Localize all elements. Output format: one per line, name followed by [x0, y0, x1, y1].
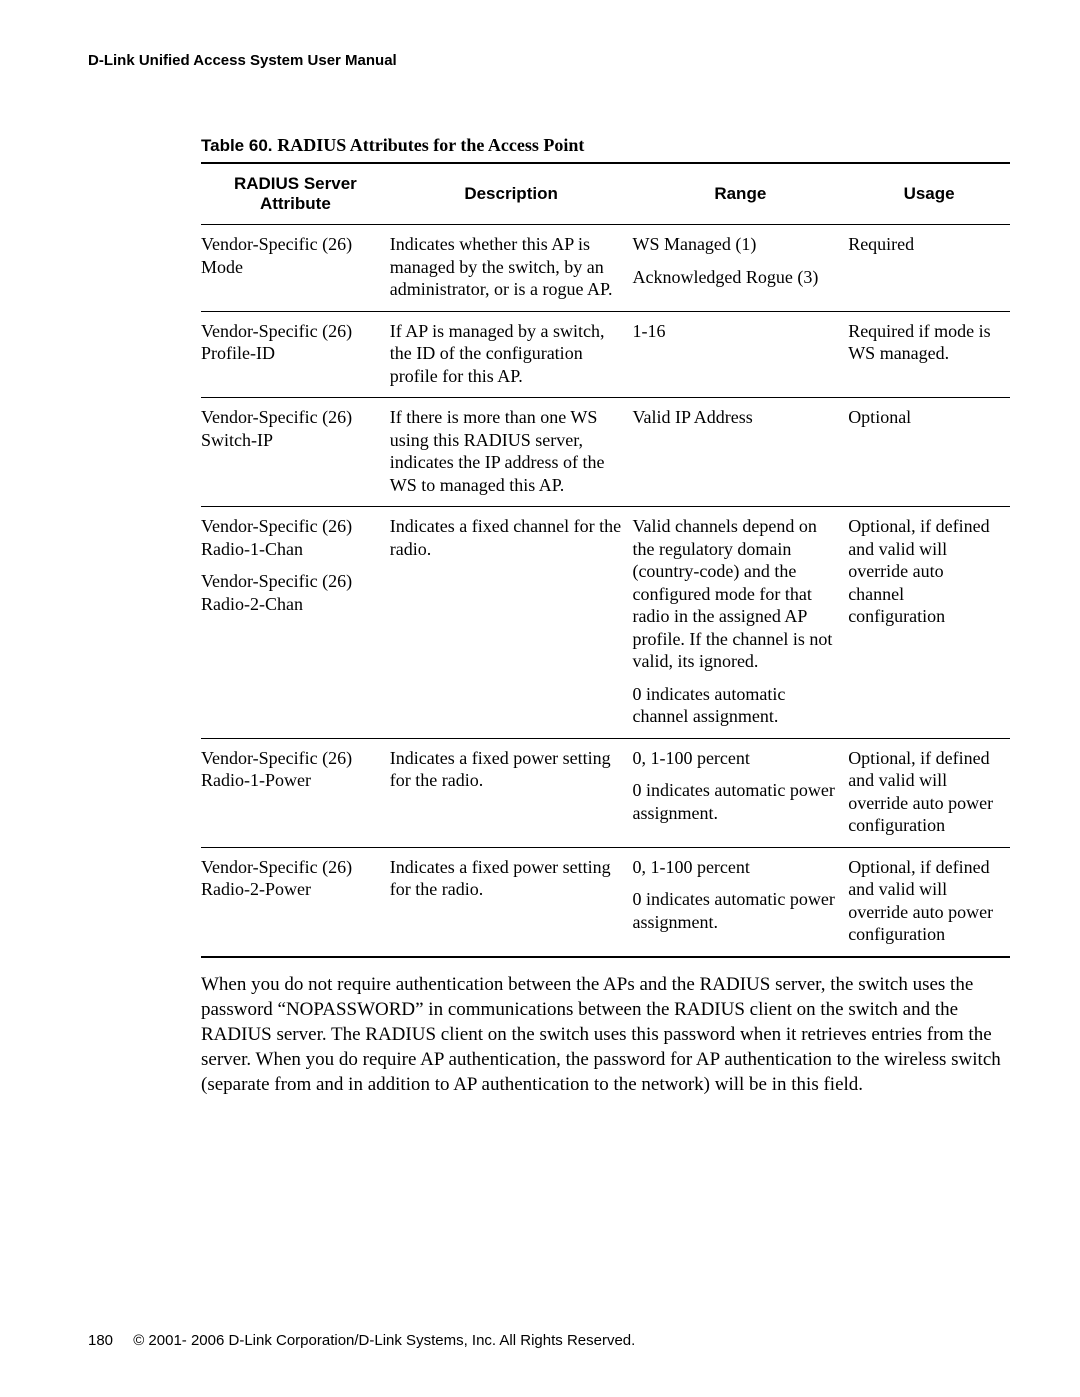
- copyright-text: © 2001- 2006 D-Link Corporation/D-Link S…: [133, 1332, 635, 1349]
- cell-range: Valid channels depend on the regulatory …: [632, 507, 848, 739]
- cell-range-b: 0 indicates automatic channel assignment…: [632, 683, 838, 728]
- cell-range-b: 0 indicates automatic power assignment.: [632, 888, 838, 933]
- cell-usage: Optional, if defined and valid will over…: [848, 738, 1010, 847]
- caption-lead: Table 60.: [201, 136, 273, 155]
- cell-attr: Vendor-Specific (26) Mode: [201, 225, 390, 312]
- col-usage: Usage: [848, 163, 1010, 225]
- radius-table: RADIUS Server Attribute Description Rang…: [201, 162, 1010, 958]
- cell-attr: Vendor-Specific (26) Profile-ID: [201, 311, 390, 398]
- cell-attr: Vendor-Specific (26) Radio-1-Power: [201, 738, 390, 847]
- table-header-row: RADIUS Server Attribute Description Rang…: [201, 163, 1010, 225]
- cell-range: WS Managed (1) Acknowledged Rogue (3): [632, 225, 848, 312]
- table-row: Vendor-Specific (26) Switch-IP If there …: [201, 398, 1010, 507]
- table-row: Vendor-Specific (26) Mode Indicates whet…: [201, 225, 1010, 312]
- col-attribute: RADIUS Server Attribute: [201, 163, 390, 225]
- cell-desc: Indicates a fixed channel for the radio.: [390, 507, 633, 739]
- cell-usage: Optional, if defined and valid will over…: [848, 507, 1010, 739]
- cell-usage: Optional: [848, 398, 1010, 507]
- cell-range-a: Valid channels depend on the regulatory …: [632, 515, 838, 673]
- cell-desc: Indicates a fixed power setting for the …: [390, 847, 633, 957]
- cell-usage: Required if mode is WS managed.: [848, 311, 1010, 398]
- col-description: Description: [390, 163, 633, 225]
- running-header: D-Link Unified Access System User Manual: [88, 52, 1010, 69]
- cell-range-b: Acknowledged Rogue (3): [632, 266, 838, 289]
- cell-attr: Vendor-Specific (26) Radio-2-Power: [201, 847, 390, 957]
- cell-range: Valid IP Address: [632, 398, 848, 507]
- table-row: Vendor-Specific (26) Radio-2-Power Indic…: [201, 847, 1010, 957]
- cell-range-b: 0 indicates automatic power assignment.: [632, 779, 838, 824]
- cell-usage: Required: [848, 225, 1010, 312]
- col-range: Range: [632, 163, 848, 225]
- page-footer: 180 © 2001- 2006 D-Link Corporation/D-Li…: [88, 1332, 635, 1349]
- page: D-Link Unified Access System User Manual…: [0, 0, 1080, 1397]
- cell-attr-a: Vendor-Specific (26) Radio-1-Chan: [201, 515, 380, 560]
- content-area: Table 60. RADIUS Attributes for the Acce…: [201, 135, 1010, 1097]
- table-row: Vendor-Specific (26) Radio-1-Chan Vendor…: [201, 507, 1010, 739]
- cell-range: 0, 1-100 percent 0 indicates automatic p…: [632, 847, 848, 957]
- cell-range: 0, 1-100 percent 0 indicates automatic p…: [632, 738, 848, 847]
- cell-range-a: 0, 1-100 percent: [632, 856, 838, 879]
- cell-desc: If AP is managed by a switch, the ID of …: [390, 311, 633, 398]
- table-row: Vendor-Specific (26) Profile-ID If AP is…: [201, 311, 1010, 398]
- cell-range-a: WS Managed (1): [632, 233, 838, 256]
- cell-desc: If there is more than one WS using this …: [390, 398, 633, 507]
- cell-usage: Optional, if defined and valid will over…: [848, 847, 1010, 957]
- body-paragraph: When you do not require authentication b…: [201, 972, 1010, 1097]
- cell-desc: Indicates a fixed power setting for the …: [390, 738, 633, 847]
- table-row: Vendor-Specific (26) Radio-1-Power Indic…: [201, 738, 1010, 847]
- table-caption: Table 60. RADIUS Attributes for the Acce…: [201, 135, 1010, 156]
- cell-range-a: 0, 1-100 percent: [632, 747, 838, 770]
- cell-attr-b: Vendor-Specific (26) Radio-2-Chan: [201, 570, 380, 615]
- cell-desc: Indicates whether this AP is managed by …: [390, 225, 633, 312]
- cell-range: 1-16: [632, 311, 848, 398]
- cell-attr: Vendor-Specific (26) Switch-IP: [201, 398, 390, 507]
- page-number: 180: [88, 1332, 113, 1349]
- caption-rest: RADIUS Attributes for the Access Point: [277, 135, 584, 155]
- cell-attr: Vendor-Specific (26) Radio-1-Chan Vendor…: [201, 507, 390, 739]
